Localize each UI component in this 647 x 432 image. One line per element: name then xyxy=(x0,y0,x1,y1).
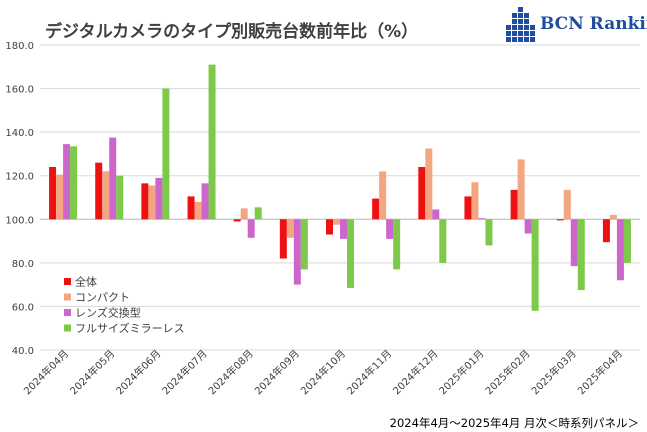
y-tick-label: 100.0 xyxy=(5,215,34,226)
legend-swatch xyxy=(64,278,71,285)
bar-2 xyxy=(333,219,340,225)
bar-2 xyxy=(194,201,202,220)
legend-swatch xyxy=(64,309,71,316)
bar-3 xyxy=(109,137,117,220)
bar-1 xyxy=(187,196,195,220)
bar-3 xyxy=(386,219,394,239)
bar-3 xyxy=(524,219,532,234)
y-tick-label: 180.0 xyxy=(5,41,34,52)
bar-4 xyxy=(439,219,447,263)
bar-2 xyxy=(286,219,294,238)
bar-4 xyxy=(70,146,78,220)
y-tick-label: 120.0 xyxy=(5,172,34,183)
bar-1 xyxy=(233,219,241,222)
y-tick-label: 60.0 xyxy=(12,302,34,313)
bar-2 xyxy=(379,171,387,220)
bar-3 xyxy=(293,219,301,285)
bar-2 xyxy=(148,185,156,220)
bar-2 xyxy=(240,208,248,220)
y-tick-label: 160.0 xyxy=(5,85,34,96)
bar-3 xyxy=(247,219,255,238)
bar-4 xyxy=(485,219,493,246)
bar-1 xyxy=(418,167,426,220)
bar-4 xyxy=(116,175,124,220)
bar-1 xyxy=(372,198,380,220)
x-tick-label: 2025年01月 xyxy=(436,347,486,397)
logo-text: BCN Ranking xyxy=(540,14,647,34)
bar-2 xyxy=(102,171,110,220)
bar-4 xyxy=(254,207,262,220)
legend-label: レンズ交換型 xyxy=(75,306,141,320)
bar-3 xyxy=(201,183,209,220)
chart-title: デジタルカメラのタイプ別販売台数前年比（%） xyxy=(45,22,419,42)
x-tick-label: 2024年05月 xyxy=(67,347,117,397)
x-tick-label: 2024年08月 xyxy=(205,347,255,397)
bar-2 xyxy=(609,214,617,220)
bar-1 xyxy=(49,167,57,220)
bar-4 xyxy=(623,219,631,263)
bcn-ranking-logo: BCN Ranking xyxy=(506,6,647,44)
bar-4 xyxy=(300,219,308,270)
bar-2 xyxy=(425,148,433,220)
x-tick-label: 2024年09月 xyxy=(252,347,302,397)
legend-swatch xyxy=(64,293,71,301)
x-tick-label: 2024年07月 xyxy=(159,347,209,397)
bar-3 xyxy=(63,144,71,220)
bar-1 xyxy=(464,196,472,220)
x-tick-label: 2024年06月 xyxy=(113,347,163,397)
bar-1 xyxy=(279,219,287,259)
bar-4 xyxy=(531,219,539,311)
bar-4 xyxy=(162,88,170,220)
legend-label: コンパクト xyxy=(75,291,130,304)
bar-3 xyxy=(432,209,440,220)
x-tick-label: 2025年03月 xyxy=(529,347,579,397)
bar-2 xyxy=(56,174,64,220)
x-tick-label: 2024年10月 xyxy=(298,347,348,397)
bar-1 xyxy=(95,162,103,220)
bar-3 xyxy=(155,177,163,220)
legend-swatch xyxy=(64,324,71,332)
chart-footnote: 2024年4月～2025年4月 月次＜時系列パネル＞ xyxy=(389,416,639,430)
x-tick-label: 2024年11月 xyxy=(344,347,394,397)
bar-1 xyxy=(602,219,610,243)
bar-1 xyxy=(141,183,149,220)
bar-3 xyxy=(616,219,624,281)
bar-2 xyxy=(471,182,479,220)
x-tick-label: 2025年04月 xyxy=(575,347,625,397)
bar-1 xyxy=(556,219,564,221)
bar-4 xyxy=(347,219,354,288)
y-tick-label: 40.0 xyxy=(12,346,34,357)
bar-2 xyxy=(517,159,525,220)
bar-4 xyxy=(393,219,401,270)
bar-1 xyxy=(510,189,518,220)
legend-label: フルサイズミラーレス xyxy=(75,321,185,335)
bar-4 xyxy=(208,64,216,220)
bar-3 xyxy=(340,219,347,239)
bar-4 xyxy=(577,219,585,291)
x-tick-label: 2024年12月 xyxy=(390,347,440,397)
legend-label: 全体 xyxy=(75,275,97,289)
y-tick-label: 140.0 xyxy=(5,128,34,139)
bar-3 xyxy=(570,219,578,267)
bar-1 xyxy=(326,219,333,235)
y-tick-label: 80.0 xyxy=(12,259,34,270)
logo-grid-icon xyxy=(506,7,535,42)
bar-3 xyxy=(478,218,486,220)
bar-2 xyxy=(563,189,571,220)
x-tick-label: 2025年02月 xyxy=(482,347,532,397)
